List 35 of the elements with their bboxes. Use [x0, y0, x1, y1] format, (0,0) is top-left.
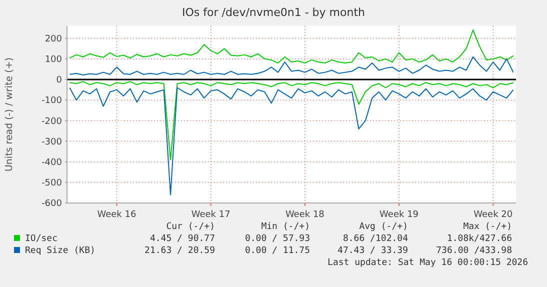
- text: 47.43 / 33.39: [338, 246, 408, 256]
- text: 736.00 /433.98: [436, 246, 512, 256]
- line-series: [69, 56, 514, 76]
- y-tick-label: -400: [42, 158, 62, 168]
- legend-label: IO/sec: [25, 234, 58, 244]
- text: Min (-/+): [261, 222, 310, 232]
- chart-title: IOs for /dev/nvme0n1 - by month: [182, 6, 366, 19]
- text: 4.45 / 90.77: [150, 234, 215, 244]
- text: Avg (-/+): [359, 222, 408, 232]
- y-tick-label: 0: [56, 76, 62, 86]
- y-axis-title: Units read (-) / write (+): [4, 57, 15, 172]
- text: Max (-/+): [463, 222, 512, 232]
- y-tick-label: -200: [42, 116, 62, 127]
- y-tick-label: 200: [44, 34, 62, 44]
- x-tick-label: Week 17: [191, 210, 230, 220]
- text: 1.08k/427.66: [446, 234, 512, 244]
- text: 0.00 / 11.75: [244, 246, 310, 256]
- text: 21.63 / 20.59: [144, 246, 215, 256]
- text: 0.00 / 57.93: [244, 234, 310, 244]
- y-tick-label: -500: [42, 178, 62, 189]
- x-tick-label: Week 18: [285, 210, 325, 220]
- line-series: [69, 30, 514, 64]
- text: Last update: Sat May 16 00:00:15 2026: [328, 258, 528, 268]
- y-tick-label: 100: [44, 55, 62, 66]
- text: Cur (-/+): [166, 222, 215, 232]
- y-tick-label: -600: [42, 199, 62, 210]
- legend-label: Req Size (KB): [25, 246, 96, 256]
- text: 8.66 /102.04: [342, 234, 408, 244]
- x-tick-label: Week 19: [380, 210, 419, 220]
- y-tick-label: -300: [42, 137, 62, 148]
- x-tick-label: Week 16: [97, 210, 136, 220]
- y-tick-label: -100: [42, 96, 62, 106]
- x-tick-label: Week 20: [474, 210, 513, 220]
- line-series: [69, 81, 514, 160]
- line-series: [69, 87, 514, 196]
